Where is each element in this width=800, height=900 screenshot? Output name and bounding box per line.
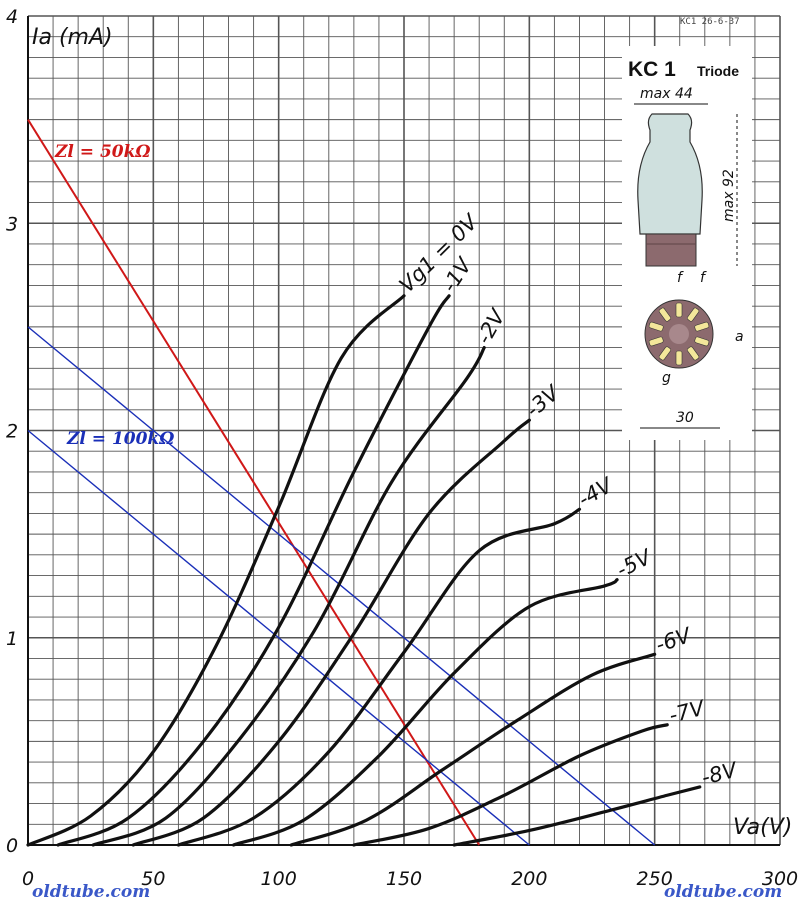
curve-vg-3 [131, 418, 531, 847]
tube-bulb-icon [637, 113, 703, 235]
y-tick-label: 2 [6, 421, 18, 443]
x-axis-label: Va(V) [733, 815, 792, 840]
load-lines [27, 119, 656, 846]
socket-pin [687, 307, 700, 322]
pin-label-g: g [662, 370, 671, 386]
header-reference: KC1 26-6-37 [680, 17, 740, 27]
curve-label-6: -6V [653, 623, 696, 657]
socket-pin [694, 336, 710, 347]
watermark-right: oldtube.com [664, 882, 782, 900]
inset-title: KC 1 [628, 58, 676, 81]
tube-socket-center [669, 324, 689, 344]
x-tick-label: 0 [22, 868, 34, 890]
load-line-50k-label: Zl = 50kΩ [54, 142, 151, 162]
x-tick-label: 200 [511, 868, 547, 890]
y-tick-label: 1 [6, 628, 18, 650]
pin-label-f2: f [700, 270, 707, 286]
socket-pin [658, 307, 671, 322]
curve-label-3: -3V [521, 380, 565, 422]
pin-label-f1: f [677, 270, 684, 286]
socket-pins [648, 302, 710, 366]
y-axis-label: Ia (mA) [32, 25, 113, 50]
x-tick-label: 250 [637, 868, 673, 890]
x-tick-label: 150 [386, 868, 422, 890]
x-tick-label: 100 [261, 868, 297, 890]
pin-label-a: a [735, 329, 744, 345]
socket-pin [675, 350, 683, 366]
inset-height-label: max 92 [721, 169, 737, 222]
y-tick-label: 0 [6, 835, 18, 857]
inset-width-label: max 44 [640, 86, 693, 102]
x-tick-label: 300 [762, 868, 798, 890]
curve-label-4: -4V [574, 472, 618, 511]
y-tick-label: 4 [6, 6, 18, 28]
load-line-100k-secondary [27, 429, 530, 846]
tube-inset: KC 1 Triode max 44 max 92 f f a g 30 [622, 46, 752, 440]
inset-subtitle: Triode [697, 63, 739, 79]
curve-vg-2 [91, 346, 486, 847]
chart-grid [27, 15, 781, 846]
x-tick-label: 50 [141, 868, 165, 890]
curve-vg-8 [452, 785, 702, 847]
watermark-left: oldtube.com [32, 882, 150, 900]
socket-pin [648, 321, 664, 332]
load-line-50k [27, 119, 481, 846]
socket-pin [687, 346, 700, 361]
curve-vg-4 [176, 507, 582, 847]
plate-curves [26, 294, 702, 847]
load-line-100k-label: Zl = 100kΩ [66, 429, 174, 449]
socket-pin [694, 321, 710, 332]
curve-vg-7 [352, 723, 669, 847]
curve-label-5: -5V [613, 544, 657, 582]
curve-vg-5 [231, 578, 619, 847]
curve-label-2: -2V [472, 304, 511, 348]
socket-pin [675, 302, 683, 318]
curve-vg-6 [289, 652, 657, 847]
socket-pin [658, 346, 671, 361]
y-tick-label: 3 [6, 213, 18, 235]
tube-base-icon [645, 233, 697, 267]
socket-pin [648, 336, 664, 347]
load-line-100k [27, 326, 656, 846]
curve-vg-1 [56, 294, 451, 847]
inset-base-label: 30 [676, 410, 694, 426]
curve-vg-0 [26, 294, 406, 847]
